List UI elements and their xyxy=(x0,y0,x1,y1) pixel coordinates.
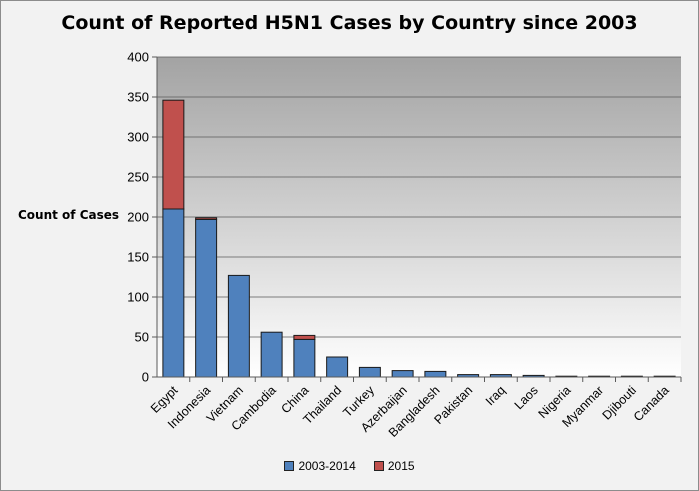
legend-swatch-2015 xyxy=(373,461,384,471)
y-tick-label: 100 xyxy=(127,290,149,305)
legend-label-2015: 2015 xyxy=(387,459,415,473)
bar-vietnam-2003-2014 xyxy=(227,274,250,378)
y-tick-label: 250 xyxy=(127,170,149,185)
chart-title: Count of Reported H5N1 Cases by Country … xyxy=(61,12,638,34)
bar-indonesia-2003-2014 xyxy=(195,218,218,378)
y-tick-label: 400 xyxy=(127,50,149,65)
bar-bangladesh-2003-2014 xyxy=(424,370,447,378)
bar-egypt-2003-2014 xyxy=(162,208,185,378)
bar-egypt-2015 xyxy=(162,99,185,210)
y-tick-label: 350 xyxy=(127,90,149,105)
y-tick-label: 150 xyxy=(127,250,149,265)
y-tick-label: 200 xyxy=(127,210,149,225)
bar-azerbaijan-2003-2014 xyxy=(391,370,414,378)
bar-thailand-2003-2014 xyxy=(326,356,349,378)
bar-turkey-2003-2014 xyxy=(358,366,381,378)
y-tick-label: 50 xyxy=(135,330,149,345)
legend-item-2015: 2015 xyxy=(373,459,415,473)
x-tick-label: Iraq xyxy=(483,383,508,408)
bar-cambodia-2003-2014 xyxy=(260,331,283,378)
legend-item-2003-2014: 2003-2014 xyxy=(284,459,356,473)
y-tick-label: 0 xyxy=(142,370,149,385)
legend: 2003-2014 2015 xyxy=(0,459,699,473)
x-tick-label: Laos xyxy=(512,383,541,412)
y-tick-label: 300 xyxy=(127,130,149,145)
y-axis-label: Count of Cases xyxy=(18,208,120,222)
bar-china-2015 xyxy=(293,334,316,340)
x-tick-label: Canada xyxy=(631,383,672,424)
legend-label-2003-2014: 2003-2014 xyxy=(298,459,356,473)
legend-swatch-2003-2014 xyxy=(284,461,295,471)
bar-indonesia-2015 xyxy=(195,217,218,220)
bar-china-2003-2014 xyxy=(293,338,316,378)
